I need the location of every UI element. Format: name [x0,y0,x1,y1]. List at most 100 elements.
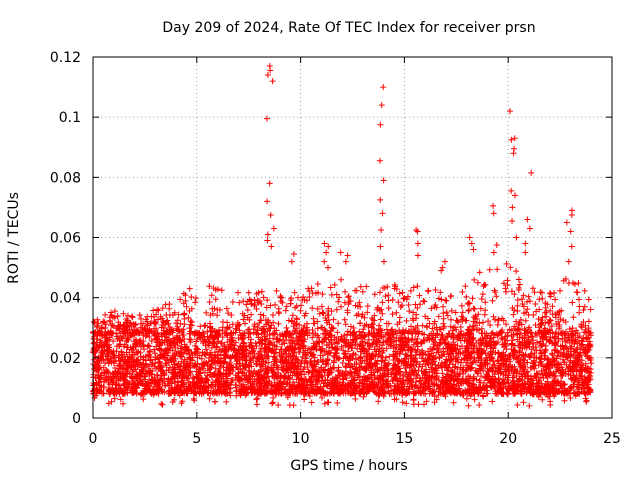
data-point [328,291,335,298]
data-point [539,396,546,403]
data-point [532,321,539,328]
data-point [177,337,184,344]
data-point [245,289,252,296]
data-point [281,340,288,347]
data-point [363,283,370,290]
data-point [404,293,411,300]
data-point [352,395,359,402]
data-point [306,288,313,295]
data-point [465,299,472,306]
data-point [129,314,136,321]
data-point [539,295,546,302]
data-point [492,289,499,296]
data-point [479,291,486,298]
data-point [146,348,153,355]
data-point [384,378,391,385]
data-point [557,287,564,294]
data-point [429,325,436,332]
data-point [293,316,300,323]
data-point [208,344,215,351]
data-point [477,373,484,380]
data-point [177,384,184,391]
data-point [159,401,166,408]
data-point [476,269,483,276]
data-point [468,349,475,356]
data-point [260,312,267,319]
data-point [256,348,263,355]
data-point [585,318,592,325]
data-point [443,309,450,316]
data-point [406,308,413,315]
data-point [177,296,184,303]
data-point [229,299,236,306]
data-point [463,395,470,402]
data-point [385,292,392,299]
data-point [273,287,280,294]
data-point [111,395,118,402]
data-point [490,313,497,320]
data-point [459,289,466,296]
data-point [206,283,213,290]
data-point [282,307,289,314]
data-point [524,306,531,313]
data-point [403,400,410,407]
data-point [300,293,307,300]
data-point [109,322,116,329]
data-point [335,298,342,305]
data-point [389,311,396,318]
data-point [190,395,197,402]
data-point [486,266,493,273]
data-point [581,287,588,294]
data-point [395,357,402,364]
data-point [212,296,219,303]
data-point [260,294,267,301]
data-point [338,276,345,283]
data-point [341,316,348,323]
data-point [549,351,556,358]
data-point [158,400,165,407]
data-point [537,289,544,296]
data-point [421,331,428,338]
data-point [489,297,496,304]
data-point [186,336,193,343]
data-point [258,301,265,308]
data-point [344,307,351,314]
data-point [111,308,118,315]
data-point [379,299,386,306]
data-point [236,299,243,306]
data-point [454,365,461,372]
data-point [412,352,419,359]
data-point [509,341,516,348]
data-point [525,293,532,300]
data-point [544,301,551,308]
data-point [188,294,195,301]
data-point [269,400,276,407]
data-point [206,395,213,402]
data-point [240,298,247,305]
data-point [342,363,349,370]
data-point [175,378,182,385]
data-point [482,299,489,306]
data-point [338,333,345,340]
data-point [377,316,384,323]
data-point [334,329,341,336]
data-point [462,283,469,290]
data-point [378,358,385,365]
data-point [392,360,399,367]
data-point [320,358,327,365]
data-point [339,359,346,366]
data-point [519,370,526,377]
data-point [347,323,354,330]
data-point [538,289,545,296]
data-point [424,288,431,295]
data-point [429,360,436,367]
data-point [156,358,163,365]
data-point [549,303,556,310]
data-point [545,320,552,327]
data-point [318,324,325,331]
data-point [194,354,201,361]
data-point [192,299,199,306]
data-point [588,360,595,367]
data-point [444,312,451,319]
data-point [269,312,276,319]
